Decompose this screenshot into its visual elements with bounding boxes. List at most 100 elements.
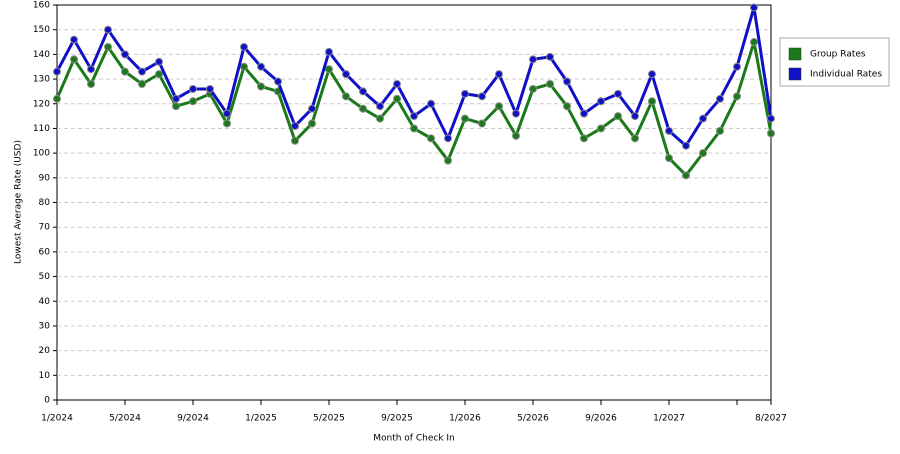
y-tick-label: 140 <box>33 50 50 60</box>
data-point <box>546 80 554 88</box>
data-point <box>240 42 248 51</box>
data-point <box>597 97 605 106</box>
data-point <box>155 70 163 79</box>
data-point <box>376 114 384 123</box>
y-tick-label: 150 <box>33 25 50 35</box>
data-point <box>359 104 367 113</box>
y-tick-label: 30 <box>39 321 51 331</box>
data-point <box>257 82 265 91</box>
x-tick-label: 1/2024 <box>41 414 73 424</box>
data-point <box>665 154 673 163</box>
data-point <box>70 35 78 44</box>
y-tick-label: 10 <box>39 371 51 381</box>
data-point <box>733 62 741 71</box>
data-point <box>580 109 588 118</box>
data-point <box>546 52 554 61</box>
data-point <box>614 89 622 98</box>
data-point <box>682 141 690 150</box>
x-tick-label: 8/2027 <box>755 414 787 424</box>
data-point <box>393 94 401 103</box>
data-point <box>580 134 588 143</box>
data-point <box>512 131 520 140</box>
data-point <box>427 99 435 108</box>
data-point <box>189 97 197 106</box>
x-tick-label: 9/2026 <box>585 414 617 424</box>
x-tick-label: 9/2024 <box>177 414 209 424</box>
data-point <box>325 47 333 56</box>
y-tick-label: 60 <box>39 247 51 257</box>
data-point <box>87 65 95 74</box>
y-axis-title: Lowest Average Rate (USD) <box>14 140 24 264</box>
data-point <box>750 38 758 47</box>
legend-label: Group Rates <box>810 50 866 60</box>
data-point <box>750 3 758 12</box>
data-point <box>172 102 180 111</box>
data-point <box>478 119 486 128</box>
x-tick-label: 5/2024 <box>109 414 141 424</box>
data-point <box>512 109 520 118</box>
data-point <box>172 94 180 103</box>
data-point <box>257 62 265 71</box>
x-tick-label: 9/2025 <box>381 414 413 424</box>
y-tick-label: 70 <box>39 223 51 233</box>
data-point <box>87 80 95 88</box>
data-point <box>291 121 299 130</box>
y-tick-label: 160 <box>33 1 50 11</box>
data-point <box>223 119 231 128</box>
y-tick-label: 120 <box>33 99 50 109</box>
data-point <box>138 67 146 76</box>
data-point <box>563 102 571 111</box>
data-point <box>767 114 775 123</box>
data-point <box>206 84 214 93</box>
data-point <box>495 102 503 111</box>
data-point <box>104 25 112 34</box>
legend-label: Individual Rates <box>810 70 882 80</box>
data-point <box>648 70 656 79</box>
data-point <box>121 50 129 59</box>
data-point <box>291 136 299 145</box>
data-point <box>308 104 316 113</box>
data-point <box>631 134 639 143</box>
data-point <box>461 89 469 98</box>
data-point <box>478 92 486 101</box>
data-point <box>308 119 316 128</box>
data-point <box>767 129 775 138</box>
data-point <box>631 112 639 121</box>
data-point <box>733 92 741 101</box>
data-point <box>121 67 129 76</box>
y-tick-label: 80 <box>39 198 51 208</box>
y-tick-label: 130 <box>33 75 50 85</box>
data-point <box>682 171 690 180</box>
data-point <box>274 77 282 86</box>
data-point <box>155 57 163 66</box>
data-point <box>444 134 452 143</box>
y-tick-label: 20 <box>39 346 51 356</box>
data-point <box>699 149 707 158</box>
data-point <box>325 65 333 74</box>
x-tick-label: 5/2026 <box>517 414 549 424</box>
data-point <box>665 126 673 135</box>
data-point <box>529 84 537 93</box>
data-point <box>240 62 248 71</box>
x-tick-label: 1/2027 <box>653 414 685 424</box>
data-point <box>699 114 707 123</box>
data-point <box>189 84 197 93</box>
data-point <box>342 92 350 101</box>
y-tick-label: 40 <box>39 297 51 307</box>
y-tick-label: 90 <box>39 173 51 183</box>
data-point <box>410 124 418 133</box>
data-point <box>342 70 350 79</box>
data-point <box>427 134 435 143</box>
legend-swatch <box>788 47 802 61</box>
data-point <box>461 114 469 123</box>
data-point <box>495 70 503 79</box>
data-point <box>223 109 231 118</box>
x-tick-label: 1/2025 <box>245 414 277 424</box>
data-point <box>716 94 724 103</box>
y-tick-label: 50 <box>39 272 51 282</box>
legend-swatch <box>788 67 802 81</box>
data-point <box>376 102 384 111</box>
data-point <box>138 80 146 88</box>
data-point <box>614 112 622 121</box>
